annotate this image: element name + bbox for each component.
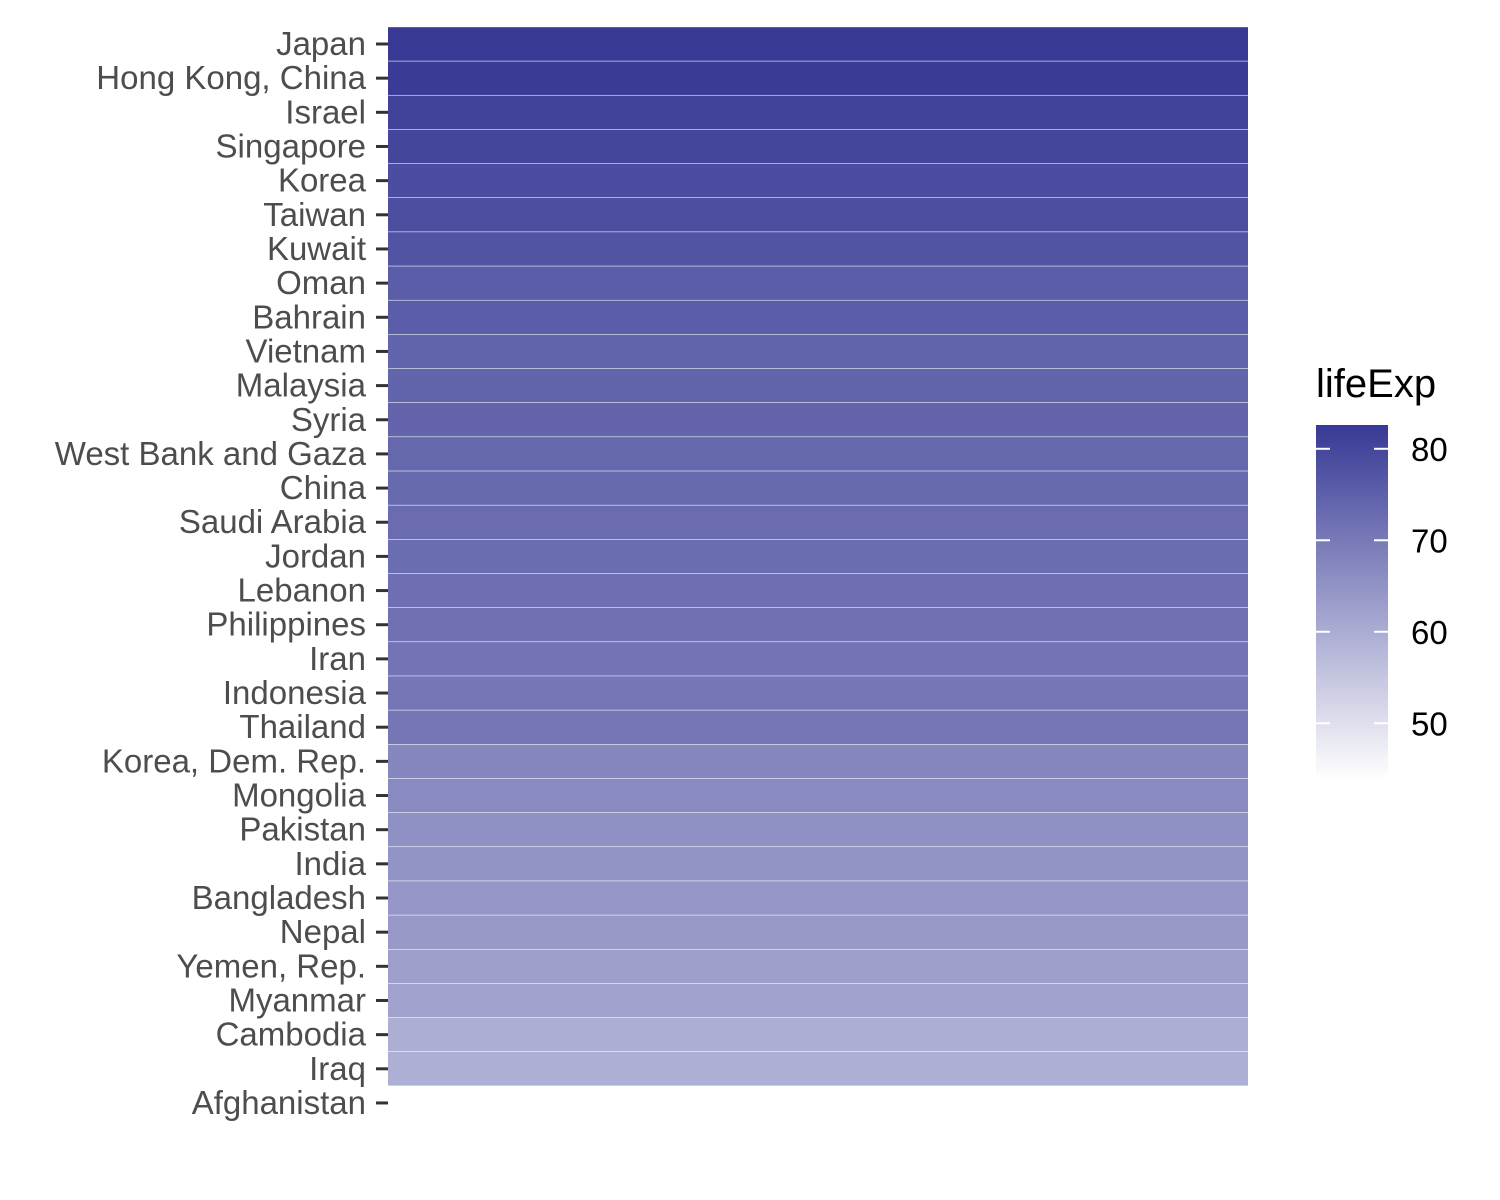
y-label-china: China: [280, 469, 367, 506]
tile-iraq: [388, 1052, 1248, 1086]
y-label-syria: Syria: [291, 401, 367, 438]
y-label-israel: Israel: [285, 93, 366, 130]
y-label-bangladesh: Bangladesh: [192, 879, 366, 916]
y-label-bahrain: Bahrain: [252, 298, 366, 335]
tile-nepal: [388, 915, 1248, 949]
legend-ticks: 50 60 70 80: [1316, 431, 1448, 742]
heatmap-tiles: [388, 27, 1248, 1120]
tile-jordan: [388, 539, 1248, 574]
y-label-philippines: Philippines: [206, 606, 366, 643]
tile-yemen-rep: [388, 949, 1248, 984]
tile-bahrain: [388, 300, 1248, 335]
y-label-nepal: Nepal: [280, 913, 366, 950]
y-label-lebanon: Lebanon: [238, 572, 366, 609]
tile-japan: [388, 27, 1248, 61]
legend-tick-label-50: 50: [1411, 705, 1448, 742]
y-label-malaysia: Malaysia: [236, 367, 367, 404]
tile-taiwan: [388, 198, 1248, 232]
legend-colorbar: [1316, 425, 1388, 780]
tile-india: [388, 847, 1248, 881]
tile-hong-kong-china: [388, 61, 1248, 95]
tile-pakistan: [388, 812, 1248, 847]
tile-korea-dem-rep: [388, 744, 1248, 779]
y-label-hong-kong-china: Hong Kong, China: [96, 59, 366, 96]
tile-myanmar: [388, 983, 1248, 1018]
tile-korea: [388, 163, 1248, 198]
tile-cambodia: [388, 1017, 1248, 1052]
legend-title: lifeExp: [1316, 362, 1436, 406]
y-label-oman: Oman: [276, 264, 366, 301]
y-label-pakistan: Pakistan: [239, 811, 366, 848]
y-axis-ticks: [376, 42, 388, 1105]
tile-oman: [388, 266, 1248, 300]
y-label-taiwan: Taiwan: [263, 196, 366, 233]
tile-malaysia: [388, 368, 1248, 403]
y-label-jordan: Jordan: [265, 537, 366, 574]
tile-china: [388, 471, 1248, 505]
y-label-yemen-rep: Yemen, Rep.: [176, 947, 366, 984]
tile-philippines: [388, 607, 1248, 642]
legend-tick-label-60: 60: [1411, 614, 1448, 651]
tile-kuwait: [388, 232, 1248, 266]
tile-afghanistan: [388, 1086, 1248, 1120]
tile-lebanon: [388, 573, 1248, 608]
tile-bangladesh: [388, 881, 1248, 915]
y-label-mongolia: Mongolia: [232, 777, 367, 814]
y-label-iran: Iran: [309, 640, 366, 677]
y-label-korea: Korea: [278, 162, 367, 199]
y-label-afghanistan: Afghanistan: [192, 1084, 366, 1121]
y-label-thailand: Thailand: [239, 708, 366, 745]
y-label-korea-dem-rep: Korea, Dem. Rep.: [102, 742, 366, 779]
tile-indonesia: [388, 676, 1248, 710]
y-label-india: India: [294, 845, 366, 882]
tile-singapore: [388, 129, 1248, 164]
tile-mongolia: [388, 778, 1248, 813]
y-label-singapore: Singapore: [216, 127, 366, 164]
y-label-vietnam: Vietnam: [246, 332, 366, 369]
legend: lifeExp 50 60 70 80: [1316, 362, 1448, 780]
tile-saudi-arabia: [388, 505, 1248, 540]
tile-israel: [388, 95, 1248, 130]
y-label-japan: Japan: [276, 25, 366, 62]
y-label-saudi-arabia: Saudi Arabia: [179, 503, 367, 540]
legend-tick-label-70: 70: [1411, 522, 1448, 559]
y-label-indonesia: Indonesia: [223, 674, 367, 711]
y-label-kuwait: Kuwait: [267, 230, 366, 267]
legend-tick-label-80: 80: [1411, 431, 1448, 468]
tile-thailand: [388, 710, 1248, 744]
tile-iran: [388, 642, 1248, 676]
tile-syria: [388, 402, 1248, 437]
y-label-myanmar: Myanmar: [228, 981, 366, 1018]
tile-west-bank-and-gaza: [388, 437, 1248, 471]
tile-vietnam: [388, 334, 1248, 369]
y-label-west-bank-and-gaza: West Bank and Gaza: [55, 435, 367, 472]
y-label-iraq: Iraq: [309, 1050, 366, 1087]
y-label-cambodia: Cambodia: [216, 1016, 367, 1053]
